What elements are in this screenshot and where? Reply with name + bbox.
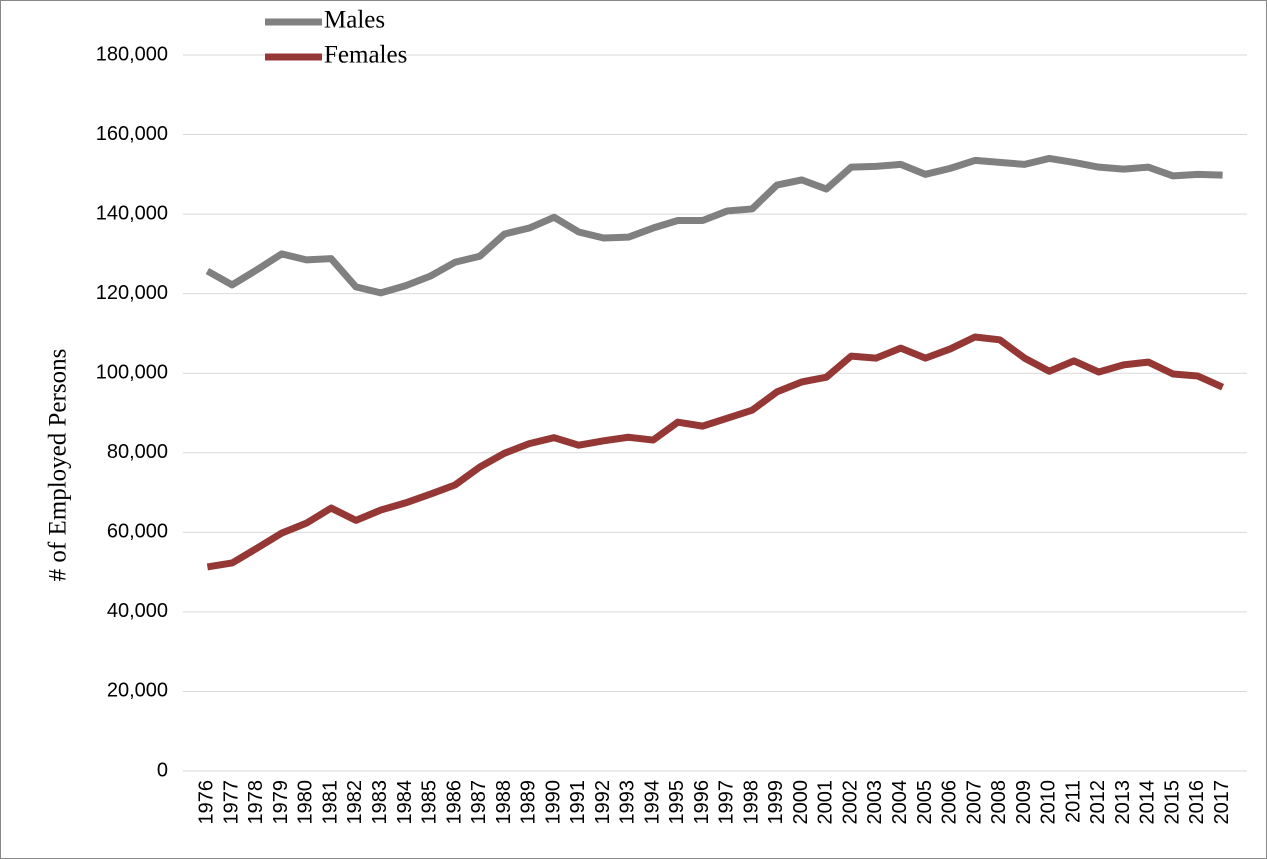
x-tick-label: 1990 xyxy=(542,780,564,825)
y-tick-label: 140,000 xyxy=(96,202,168,224)
x-tick-label: 1981 xyxy=(319,780,341,825)
legend-label: Females xyxy=(324,42,407,69)
x-tick-label: 2013 xyxy=(1112,780,1134,825)
x-tick-label: 2000 xyxy=(790,780,812,825)
x-tick-label: 1976 xyxy=(196,780,218,825)
x-tick-label: 1980 xyxy=(295,780,317,825)
x-tick-label: 1995 xyxy=(666,780,688,825)
x-tick-label: 2010 xyxy=(1038,780,1060,825)
x-tick-label: 2009 xyxy=(1013,780,1035,825)
x-tick-label: 1991 xyxy=(567,780,589,825)
x-tick-label: 2008 xyxy=(988,780,1010,825)
x-tick-label: 2001 xyxy=(815,780,837,825)
y-tick-label: 40,000 xyxy=(107,600,168,622)
series-line xyxy=(205,154,1223,297)
x-tick-label: 1996 xyxy=(691,780,713,825)
x-tick-label: 1982 xyxy=(344,780,366,825)
x-tick-label: 1992 xyxy=(592,780,614,825)
x-tick-label: 2002 xyxy=(839,780,861,825)
y-tick-label: 80,000 xyxy=(107,441,168,463)
x-tick-label: 1994 xyxy=(641,780,663,825)
y-tick-label: 20,000 xyxy=(107,680,168,702)
y-tick-label: 60,000 xyxy=(107,521,168,543)
x-tick-label: 1984 xyxy=(394,780,416,825)
y-tick-label: 0 xyxy=(157,759,168,781)
y-axis-label: # of Employed Persons xyxy=(45,349,72,582)
x-tick-label: 2007 xyxy=(963,780,985,825)
x-tick-label: 2017 xyxy=(1211,780,1233,825)
x-tick-label: 2005 xyxy=(914,780,936,825)
x-tick-label: 1988 xyxy=(493,780,515,825)
x-tick-label: 1978 xyxy=(245,780,267,825)
x-tick-label: 1989 xyxy=(518,780,540,825)
y-tick-label: 160,000 xyxy=(96,123,168,145)
x-tick-label: 1985 xyxy=(419,780,441,825)
x-tick-label: 1977 xyxy=(220,780,242,825)
y-tick-label: 180,000 xyxy=(96,43,168,65)
x-tick-label: 1979 xyxy=(270,780,292,825)
x-tick-label: 2012 xyxy=(1087,780,1109,825)
x-tick-label: 2003 xyxy=(864,780,886,825)
x-tick-label: 2011 xyxy=(1062,780,1084,823)
x-tick-label: 2014 xyxy=(1137,780,1159,825)
legend-label: Males xyxy=(324,7,385,34)
x-tick-label: 1999 xyxy=(765,780,787,825)
x-tick-label: 1997 xyxy=(716,780,738,825)
x-tick-label: 1983 xyxy=(369,780,391,825)
x-tick-label: 2006 xyxy=(939,780,961,825)
x-tick-label: 2004 xyxy=(889,780,911,825)
x-tick-label: 1993 xyxy=(617,780,639,825)
x-tick-label: 1987 xyxy=(468,780,490,825)
x-tick-label: 2015 xyxy=(1161,780,1183,825)
y-tick-label: 100,000 xyxy=(96,362,168,384)
x-tick-label: 1998 xyxy=(740,780,762,825)
y-tick-label: 120,000 xyxy=(96,282,168,304)
x-tick-label: 1986 xyxy=(443,780,465,825)
series-line xyxy=(206,333,1225,571)
x-tick-label: 2016 xyxy=(1186,780,1208,825)
